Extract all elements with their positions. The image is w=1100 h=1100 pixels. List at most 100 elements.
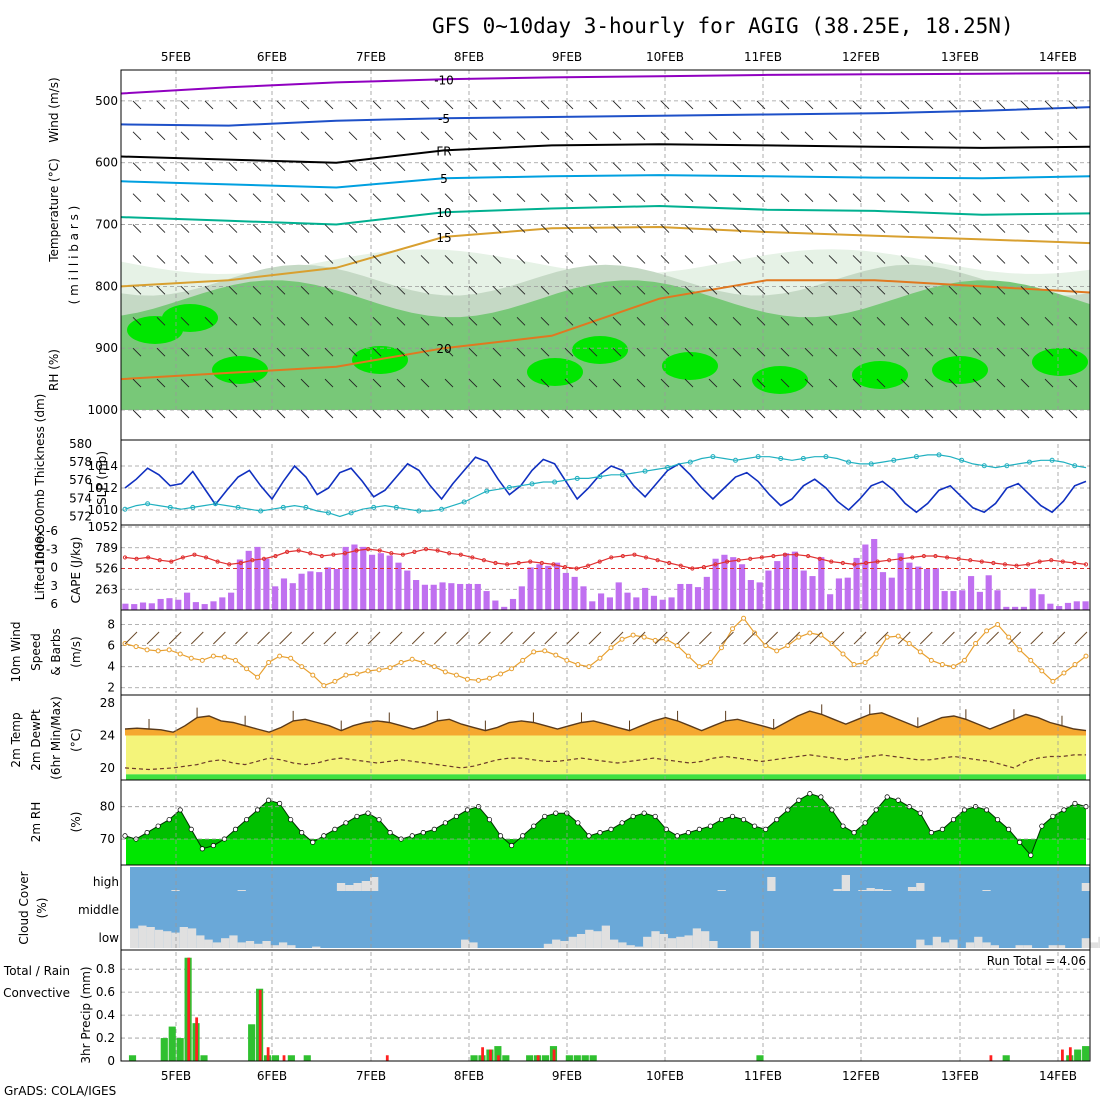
wind-barb	[444, 316, 454, 326]
wind-barb	[252, 347, 262, 357]
isotherm-label: 5	[440, 172, 448, 186]
li-marker	[655, 558, 660, 563]
wind-barb	[756, 131, 766, 141]
cape-bar	[492, 600, 499, 610]
wind-barb	[324, 193, 334, 202]
wind-barb	[660, 131, 670, 141]
li-marker	[504, 562, 510, 567]
wind-barb	[684, 286, 694, 295]
low-cloud-bar	[1090, 942, 1099, 948]
low-cloud-bar	[676, 936, 685, 948]
wind-barb	[348, 224, 358, 233]
isotherm-line	[120, 174, 1091, 189]
wind-speed-marker	[608, 645, 614, 651]
li-marker	[840, 560, 845, 566]
low-cloud-bar	[692, 928, 702, 948]
cape-bar	[148, 603, 155, 610]
rh-marker	[652, 813, 658, 819]
wind-barb	[636, 255, 646, 264]
rh-marker	[829, 807, 835, 813]
wind-barb	[433, 631, 447, 645]
wind-speed-marker	[1017, 647, 1023, 653]
temp2m-axis-label: 2m DewPt	[29, 709, 43, 771]
wind-barb	[636, 378, 646, 388]
wind-barb	[276, 316, 286, 326]
wind-barb	[156, 409, 166, 419]
wind-barb	[324, 409, 334, 419]
wind-barb	[348, 255, 358, 264]
high-cloud-bar	[841, 875, 850, 891]
wind-barb	[1044, 131, 1054, 141]
rh-marker	[332, 826, 338, 832]
wind-speed-marker	[917, 649, 923, 655]
rh-marker	[255, 807, 261, 813]
wind-barb	[257, 631, 270, 645]
wind-barb	[300, 286, 310, 295]
precip-total-bar	[168, 1026, 176, 1061]
thickness-marker	[258, 508, 264, 514]
rh-marker	[851, 830, 857, 836]
wind-speed-marker	[840, 651, 846, 657]
low-cloud-bar	[312, 946, 321, 948]
wind-barb	[636, 316, 646, 326]
wind-barb	[132, 100, 142, 110]
precip-total-bar	[589, 1055, 597, 1061]
li-marker	[458, 552, 463, 557]
credit-label: GrADS: COLA/IGES	[4, 1084, 116, 1098]
wind-barb	[444, 193, 454, 202]
rh-marker	[542, 813, 548, 819]
thickness-marker	[642, 468, 648, 474]
high-cloud-bar	[767, 877, 776, 891]
wind-barb	[204, 100, 214, 110]
low-cloud-bar	[179, 927, 188, 948]
wind-barb	[708, 100, 718, 110]
wind-speed-marker	[961, 657, 967, 663]
tick-label: 0.8	[96, 962, 115, 976]
li-marker	[1072, 560, 1077, 566]
wind-barb	[228, 100, 238, 110]
date-label-bottom: 13FEB	[941, 1069, 979, 1083]
wind-barb	[156, 347, 166, 357]
wind-barb	[564, 255, 574, 264]
tick-label: 572	[69, 509, 92, 523]
cape-bar	[536, 564, 543, 610]
precip-total-bar	[581, 1055, 589, 1061]
isotherm-label: -10	[434, 73, 454, 87]
li-marker	[261, 556, 267, 561]
wind-barb	[684, 347, 694, 357]
wind-barb	[948, 100, 958, 110]
wind-barb	[540, 224, 550, 233]
wind-barb	[636, 100, 646, 110]
high-cloud-bar	[345, 885, 354, 891]
rh-marker	[376, 817, 382, 823]
li-marker	[423, 547, 429, 552]
cape-bar	[368, 554, 376, 610]
cape-bar	[598, 593, 605, 610]
rh-marker	[917, 810, 923, 816]
wind-speed-marker	[321, 683, 327, 689]
wind-barb	[780, 193, 790, 202]
wind-barb	[876, 255, 886, 264]
slp-axis-label: SLP (mb)	[95, 451, 109, 505]
cape-bar	[1047, 603, 1054, 610]
wind-barb	[1020, 316, 1030, 326]
cape-bar	[1003, 606, 1010, 610]
wind-barb	[972, 347, 982, 357]
cape-bar	[677, 583, 684, 610]
rh-marker	[995, 817, 1001, 823]
thickness-marker	[868, 461, 874, 467]
cape-bar	[897, 553, 904, 610]
wind-barb	[876, 193, 886, 202]
tick-label: 8	[107, 618, 115, 632]
li-marker	[609, 555, 614, 560]
rh-marker	[321, 833, 327, 839]
li-marker	[273, 553, 278, 559]
wind-barb	[612, 286, 622, 295]
wind-barb	[492, 378, 502, 388]
wind-barb	[828, 347, 838, 357]
wind-barb	[948, 224, 958, 233]
li-marker	[516, 560, 521, 566]
wind-barb	[804, 255, 814, 264]
wind-barb	[924, 378, 934, 388]
precip-panel: 0 0.2 0.4 0.6 0.8 Run Total = 4.06 Total / Rai…	[3, 952, 1090, 1068]
